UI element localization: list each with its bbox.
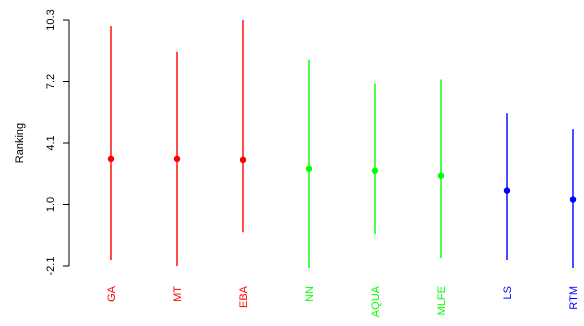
series (107, 20, 577, 268)
x-tick-label-mt: MT (172, 286, 184, 302)
mean-point-ga (107, 155, 115, 163)
mean-point-mlfe (437, 172, 445, 179)
x-tick-label-eba: EBA (238, 285, 250, 308)
y-tick-label: 4.1 (45, 135, 57, 150)
y-tick-label: 1.0 (45, 197, 57, 212)
mean-point-nn (305, 165, 313, 172)
x-tick-label-aqua: AQUA (370, 285, 382, 317)
mean-point-aqua (371, 167, 379, 174)
x-axis-labels: GA MT EBA NN AQUA MLFE LS RTM (106, 285, 580, 317)
mean-point-ls (503, 187, 511, 194)
mean-point-mt (173, 155, 181, 163)
mean-point-rtm (569, 196, 577, 203)
x-tick-label-ls: LS (502, 286, 514, 299)
y-tick-label: 7.2 (45, 74, 57, 89)
y-tick-label: 10.3 (45, 9, 57, 30)
y-tick-label: -2.1 (45, 257, 57, 276)
y-axis: -2.1 1.0 4.1 7.2 10.3 (45, 9, 70, 276)
mean-point-eba (239, 156, 247, 164)
y-axis-title: Ranking (14, 123, 26, 163)
x-tick-label-ga: GA (106, 285, 118, 302)
x-tick-label-rtm: RTM (568, 286, 580, 310)
x-tick-label-mlfe: MLFE (436, 286, 448, 315)
x-tick-label-nn: NN (304, 286, 316, 302)
